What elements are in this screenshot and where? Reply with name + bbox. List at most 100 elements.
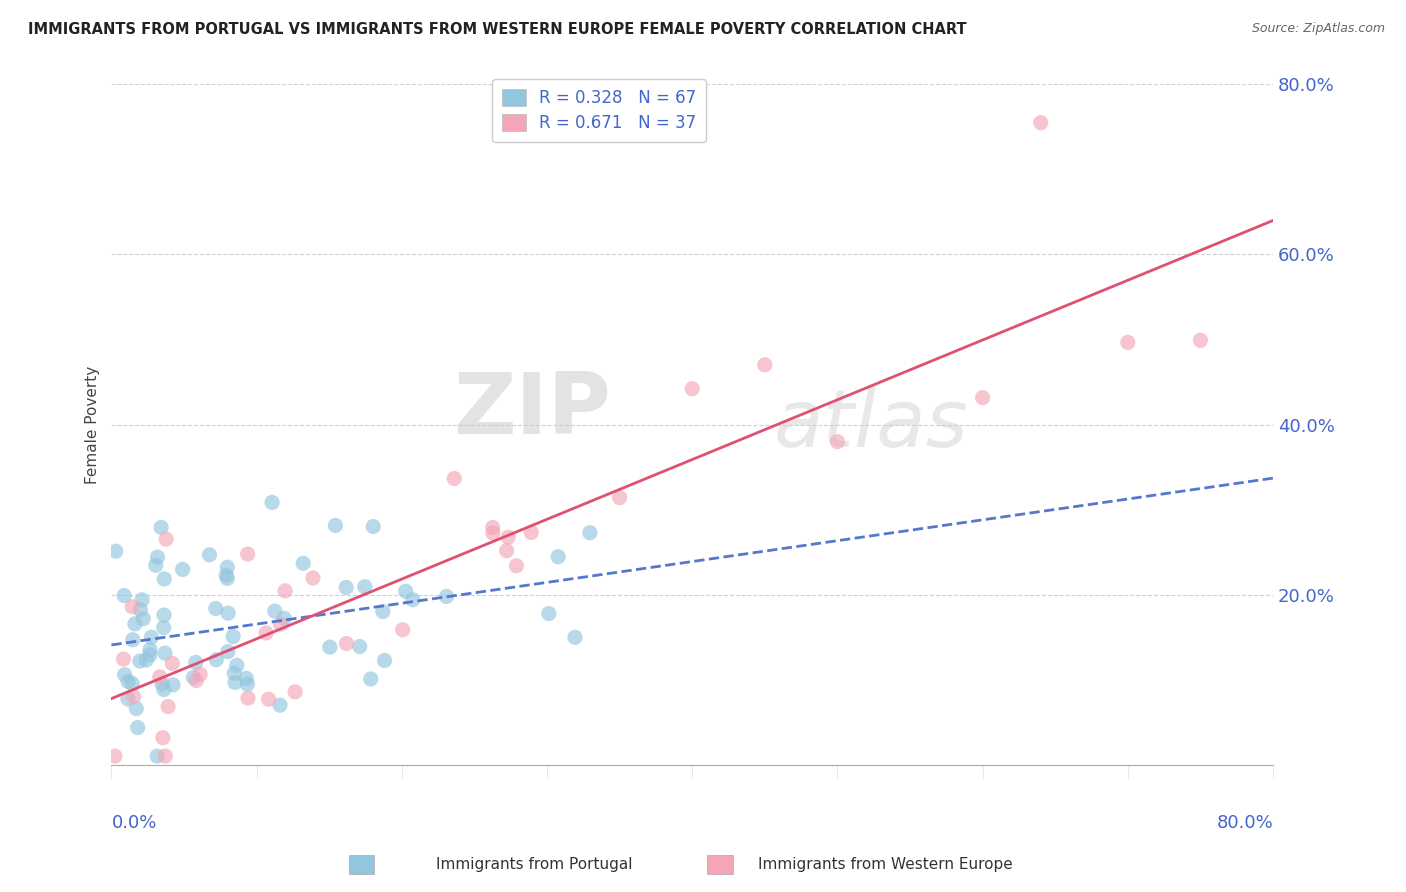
Point [204, 601, 226, 615]
Point [139, 648, 162, 662]
Point [371, 605, 394, 619]
Point [1029, 116, 1052, 130]
Point [681, 382, 703, 396]
Point [128, 654, 150, 668]
Point [537, 607, 560, 621]
Point [153, 646, 176, 660]
Point [132, 612, 155, 626]
Text: Source: ZipAtlas.com: Source: ZipAtlas.com [1251, 22, 1385, 36]
Point [217, 606, 239, 620]
Point [335, 581, 357, 595]
Text: Immigrants from Western Europe: Immigrants from Western Europe [758, 857, 1014, 872]
Point [579, 525, 602, 540]
Point [157, 699, 180, 714]
Point [353, 580, 375, 594]
Point [104, 544, 127, 558]
Point [443, 471, 465, 485]
Point [274, 583, 297, 598]
Point [222, 630, 245, 644]
Point [150, 520, 173, 534]
Point [564, 631, 586, 645]
Point [217, 645, 239, 659]
Point [481, 520, 503, 534]
Point [235, 672, 257, 686]
Point [139, 643, 162, 657]
Point [1116, 335, 1139, 350]
Point [520, 525, 543, 540]
Point [217, 571, 239, 585]
Point [1189, 334, 1212, 348]
Point [215, 568, 238, 582]
Point [262, 495, 284, 509]
Point [360, 672, 382, 686]
Point [149, 670, 172, 684]
Point [482, 526, 505, 541]
Text: ZIP: ZIP [453, 369, 610, 452]
Point [112, 589, 135, 603]
Point [609, 491, 631, 505]
Point [152, 621, 174, 635]
Text: Immigrants from Portugal: Immigrants from Portugal [436, 857, 633, 872]
Point [141, 630, 163, 644]
Point [395, 584, 418, 599]
Point [146, 749, 169, 764]
Point [145, 558, 167, 573]
Point [302, 571, 325, 585]
Point [263, 604, 285, 618]
Point [146, 550, 169, 565]
Point [150, 677, 173, 691]
Y-axis label: Female Poverty: Female Poverty [86, 366, 100, 483]
Point [319, 640, 342, 654]
Point [117, 692, 139, 706]
Point [292, 557, 315, 571]
Point [153, 607, 176, 622]
Point [205, 653, 228, 667]
Point [153, 572, 176, 586]
Text: IMMIGRANTS FROM PORTUGAL VS IMMIGRANTS FROM WESTERN EUROPE FEMALE POVERTY CORREL: IMMIGRANTS FROM PORTUGAL VS IMMIGRANTS F… [28, 22, 967, 37]
Point [273, 611, 295, 625]
Point [236, 547, 259, 561]
Text: 0.0%: 0.0% [111, 814, 157, 832]
Text: atlas: atlas [773, 385, 969, 464]
Point [198, 548, 221, 562]
Legend: R = 0.328   N = 67, R = 0.671   N = 37: R = 0.328 N = 67, R = 0.671 N = 37 [492, 79, 706, 142]
Point [117, 674, 139, 689]
Point [155, 532, 177, 546]
Point [162, 678, 184, 692]
Point [391, 623, 413, 637]
Point [186, 673, 208, 688]
Point [284, 685, 307, 699]
Point [124, 616, 146, 631]
Point [121, 599, 143, 614]
Point [257, 692, 280, 706]
Point [236, 677, 259, 691]
Point [188, 667, 211, 681]
Point [496, 530, 519, 544]
Point [361, 519, 384, 533]
Point [495, 543, 517, 558]
Point [155, 749, 177, 764]
Point [217, 560, 239, 574]
Text: 80.0%: 80.0% [1216, 814, 1272, 832]
Point [122, 690, 145, 704]
Point [547, 549, 569, 564]
Point [335, 636, 357, 650]
Point [402, 592, 425, 607]
Point [224, 666, 246, 681]
Point [135, 653, 157, 667]
Point [827, 434, 849, 449]
Point [125, 701, 148, 715]
Point [104, 749, 127, 764]
Point [131, 592, 153, 607]
Point [754, 358, 776, 372]
Point [225, 658, 247, 673]
Point [153, 682, 176, 697]
Point [325, 518, 347, 533]
Point [152, 731, 174, 745]
Point [112, 652, 135, 666]
Point [269, 698, 291, 713]
Point [162, 657, 184, 671]
Point [129, 603, 152, 617]
Point [114, 667, 136, 681]
Point [436, 590, 458, 604]
